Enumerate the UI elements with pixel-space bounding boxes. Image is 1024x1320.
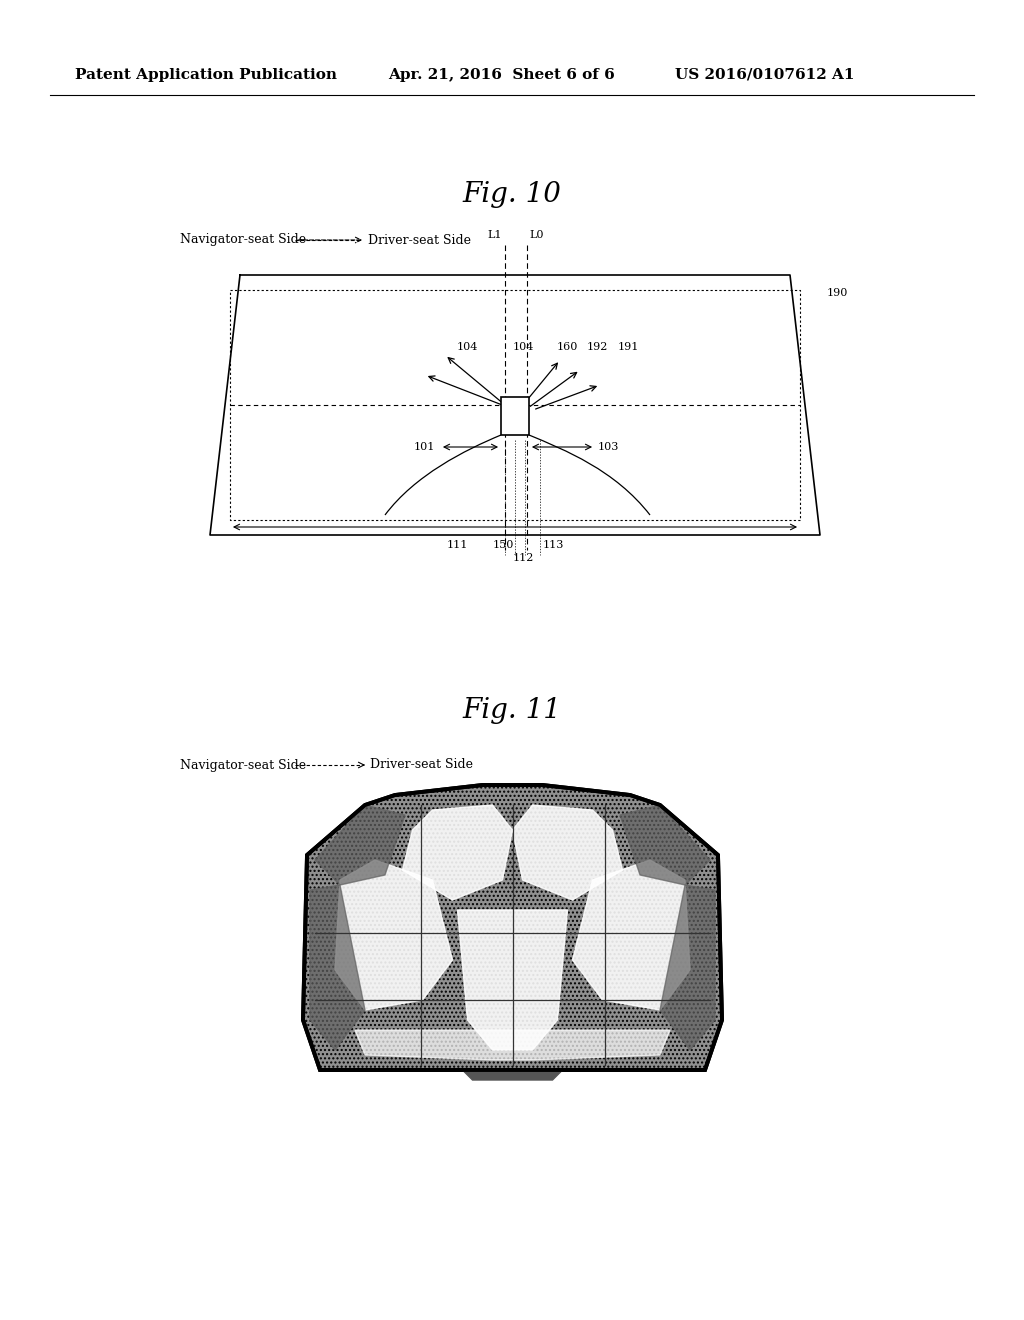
Text: Apr. 21, 2016  Sheet 6 of 6: Apr. 21, 2016 Sheet 6 of 6 [388, 69, 614, 82]
Polygon shape [660, 884, 715, 1049]
Text: Patent Application Publication: Patent Application Publication [75, 69, 337, 82]
Polygon shape [458, 909, 567, 1049]
Text: 160: 160 [556, 342, 578, 352]
Text: 191: 191 [617, 342, 639, 352]
Text: 103: 103 [598, 442, 620, 451]
Text: Navigator-seat Side: Navigator-seat Side [180, 234, 306, 247]
Text: 111: 111 [446, 540, 468, 550]
Text: Driver-seat Side: Driver-seat Side [368, 234, 471, 247]
Text: 190: 190 [827, 288, 848, 298]
Text: 104: 104 [512, 342, 534, 352]
Polygon shape [335, 861, 453, 1010]
Text: Driver-seat Side: Driver-seat Side [370, 759, 473, 771]
Polygon shape [463, 1071, 562, 1080]
Text: US 2016/0107612 A1: US 2016/0107612 A1 [675, 69, 854, 82]
Text: L1: L1 [487, 230, 502, 240]
Polygon shape [620, 805, 710, 884]
Polygon shape [512, 805, 623, 900]
Polygon shape [310, 884, 365, 1049]
Text: 112: 112 [512, 553, 534, 564]
Text: Fig. 11: Fig. 11 [463, 697, 561, 723]
Text: 113: 113 [543, 540, 563, 550]
Text: 101: 101 [414, 442, 435, 451]
Bar [501, 397, 529, 436]
Polygon shape [572, 861, 690, 1010]
Text: L0: L0 [529, 230, 544, 240]
Polygon shape [355, 1030, 670, 1060]
Text: 150: 150 [493, 540, 514, 550]
Polygon shape [402, 805, 512, 900]
Text: 104: 104 [457, 342, 477, 352]
Text: Navigator-seat Side: Navigator-seat Side [180, 759, 306, 771]
Polygon shape [303, 785, 722, 1071]
Text: 192: 192 [587, 342, 607, 352]
Polygon shape [315, 805, 406, 884]
Text: Fig. 10: Fig. 10 [463, 181, 561, 209]
